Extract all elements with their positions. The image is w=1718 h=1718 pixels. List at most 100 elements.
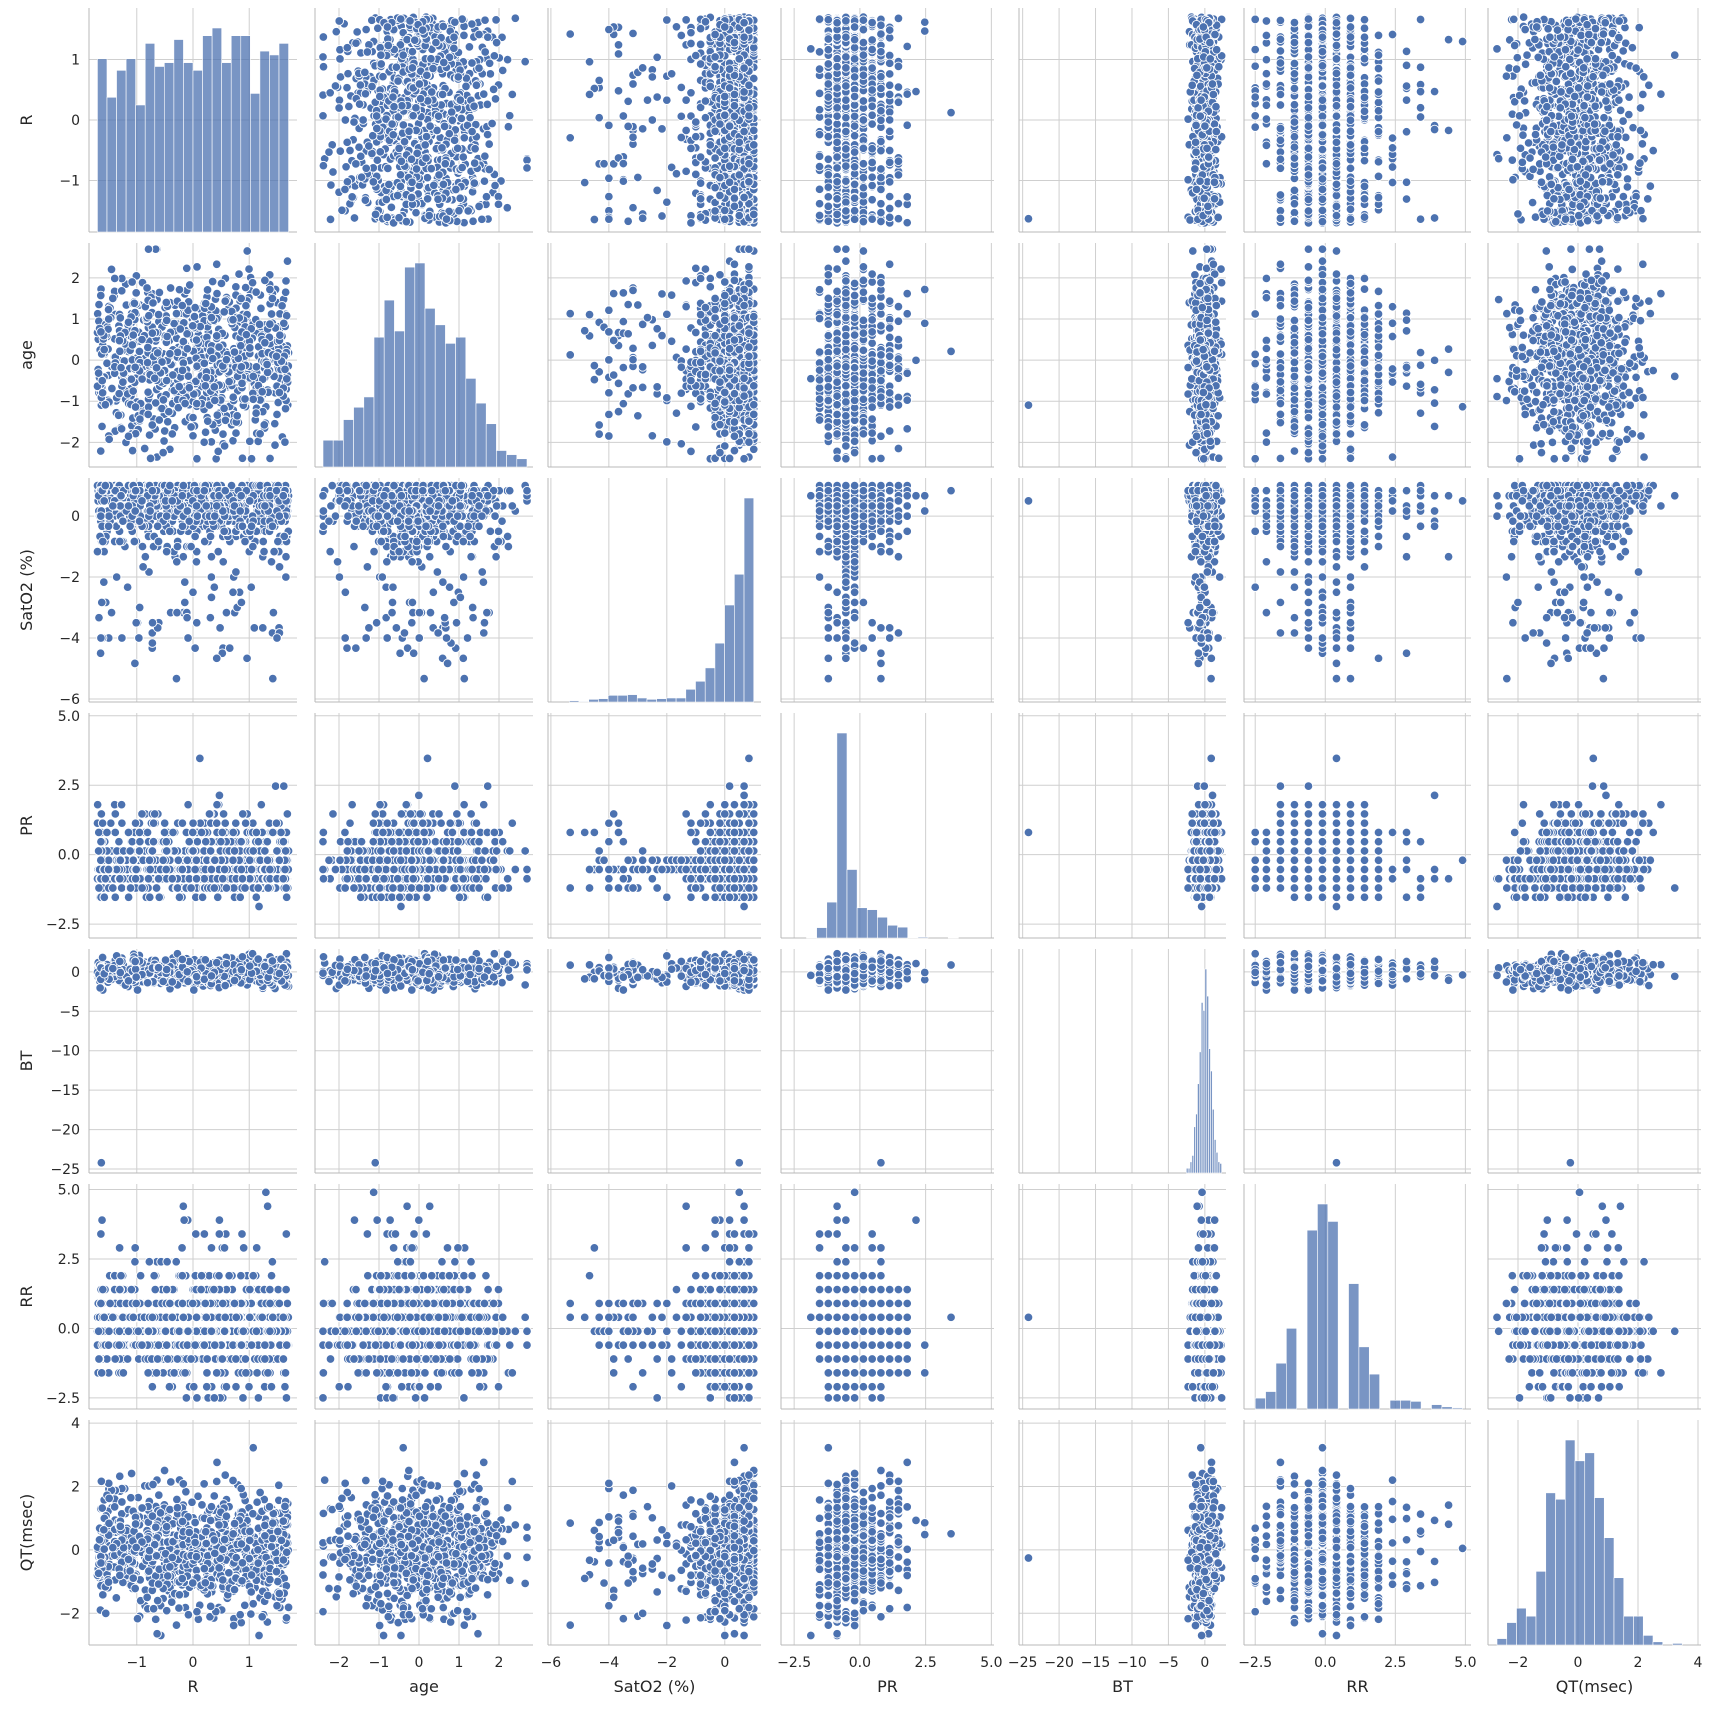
scatter-point (677, 31, 686, 40)
scatter-point (332, 27, 341, 36)
scatter-point (523, 164, 532, 173)
scatter-point (345, 102, 354, 111)
scatter-point (383, 23, 392, 32)
scatter-point (481, 16, 490, 25)
histogram-bar (279, 43, 289, 232)
scatter-point (894, 199, 903, 208)
scatter-point (439, 180, 448, 189)
scatter-point (356, 152, 365, 161)
scatter-point (885, 51, 894, 60)
scatter-point (359, 116, 368, 125)
scatter-point (624, 97, 633, 106)
scatter-point (658, 125, 667, 134)
scatter-point (730, 112, 739, 121)
scatter-point (439, 22, 448, 31)
scatter-point (486, 70, 495, 79)
scatter-point (475, 64, 484, 73)
scatter-point (372, 112, 381, 121)
scatter-point (595, 113, 604, 122)
scatter-point (523, 156, 532, 165)
scatter-point (663, 198, 672, 207)
scatter-point (418, 26, 427, 35)
scatter-point (466, 113, 475, 122)
scatter-point (614, 41, 623, 50)
scatter-point (387, 203, 396, 212)
scatter-point (730, 202, 739, 211)
scatter-point (903, 90, 912, 99)
scatter-point (490, 52, 499, 61)
scatter-point (485, 140, 494, 149)
scatter-point (498, 66, 507, 75)
scatter-point (521, 57, 530, 66)
scatter-point (470, 179, 479, 188)
scatter-point (362, 25, 371, 34)
scatter-point (730, 38, 739, 47)
scatter-point (491, 95, 500, 104)
scatter-point (677, 133, 686, 142)
scatter-point (470, 159, 479, 168)
scatter-point (319, 62, 328, 71)
scatter-point (442, 215, 451, 224)
scatter-point (629, 29, 638, 38)
scatter-point (725, 162, 734, 171)
scatter-point (469, 217, 478, 226)
scatter-point (696, 213, 705, 222)
scatter-point (362, 164, 371, 173)
scatter-point (423, 194, 432, 203)
scatter-point (711, 183, 720, 192)
scatter-point (720, 215, 729, 224)
scatter-point (408, 64, 417, 73)
scatter-point (696, 153, 705, 162)
histogram-bar (260, 51, 270, 232)
scatter-point (749, 141, 758, 150)
scatter-point (672, 169, 681, 178)
scatter-point (357, 173, 366, 182)
scatter-point (483, 33, 492, 42)
scatter-point (353, 28, 362, 37)
scatter-point (815, 89, 824, 98)
scatter-point (408, 47, 417, 56)
scatter-point (720, 23, 729, 32)
scatter-point (682, 16, 691, 25)
scatter-point (410, 36, 419, 45)
scatter-point (745, 104, 754, 113)
scatter-point (319, 161, 328, 170)
scatter-point (452, 185, 461, 194)
scatter-point (868, 195, 877, 204)
scatter-point (745, 111, 754, 120)
scatter-point (885, 146, 894, 155)
scatter-point (720, 111, 729, 120)
scatter-point (348, 193, 357, 202)
scatter-point (363, 48, 372, 57)
scatter-point (471, 144, 480, 153)
scatter-point (920, 27, 929, 36)
scatter-point (672, 23, 681, 32)
scatter-point (682, 96, 691, 105)
scatter-point (711, 127, 720, 136)
panel-r-vs-sato2 (548, 8, 761, 232)
scatter-point (711, 207, 720, 216)
scatter-point (336, 55, 345, 64)
scatter-point (355, 100, 364, 109)
scatter-point (462, 82, 471, 91)
scatter-point (716, 191, 725, 200)
scatter-point (735, 55, 744, 64)
scatter-point (859, 173, 868, 182)
scatter-point (947, 108, 956, 117)
scatter-point (580, 178, 589, 187)
scatter-point (426, 122, 435, 131)
scatter-point (319, 33, 328, 42)
scatter-point (326, 215, 335, 224)
scatter-point (396, 170, 405, 179)
scatter-point (877, 217, 886, 226)
histogram-bar (107, 97, 117, 232)
scatter-point (379, 72, 388, 81)
scatter-point (416, 94, 425, 103)
scatter-point (365, 142, 374, 151)
scatter-point (344, 69, 353, 78)
scatter-point (740, 33, 749, 42)
histogram-bar (212, 28, 222, 232)
scatter-point (434, 195, 443, 204)
scatter-point (343, 138, 352, 147)
scatter-point (815, 15, 824, 24)
